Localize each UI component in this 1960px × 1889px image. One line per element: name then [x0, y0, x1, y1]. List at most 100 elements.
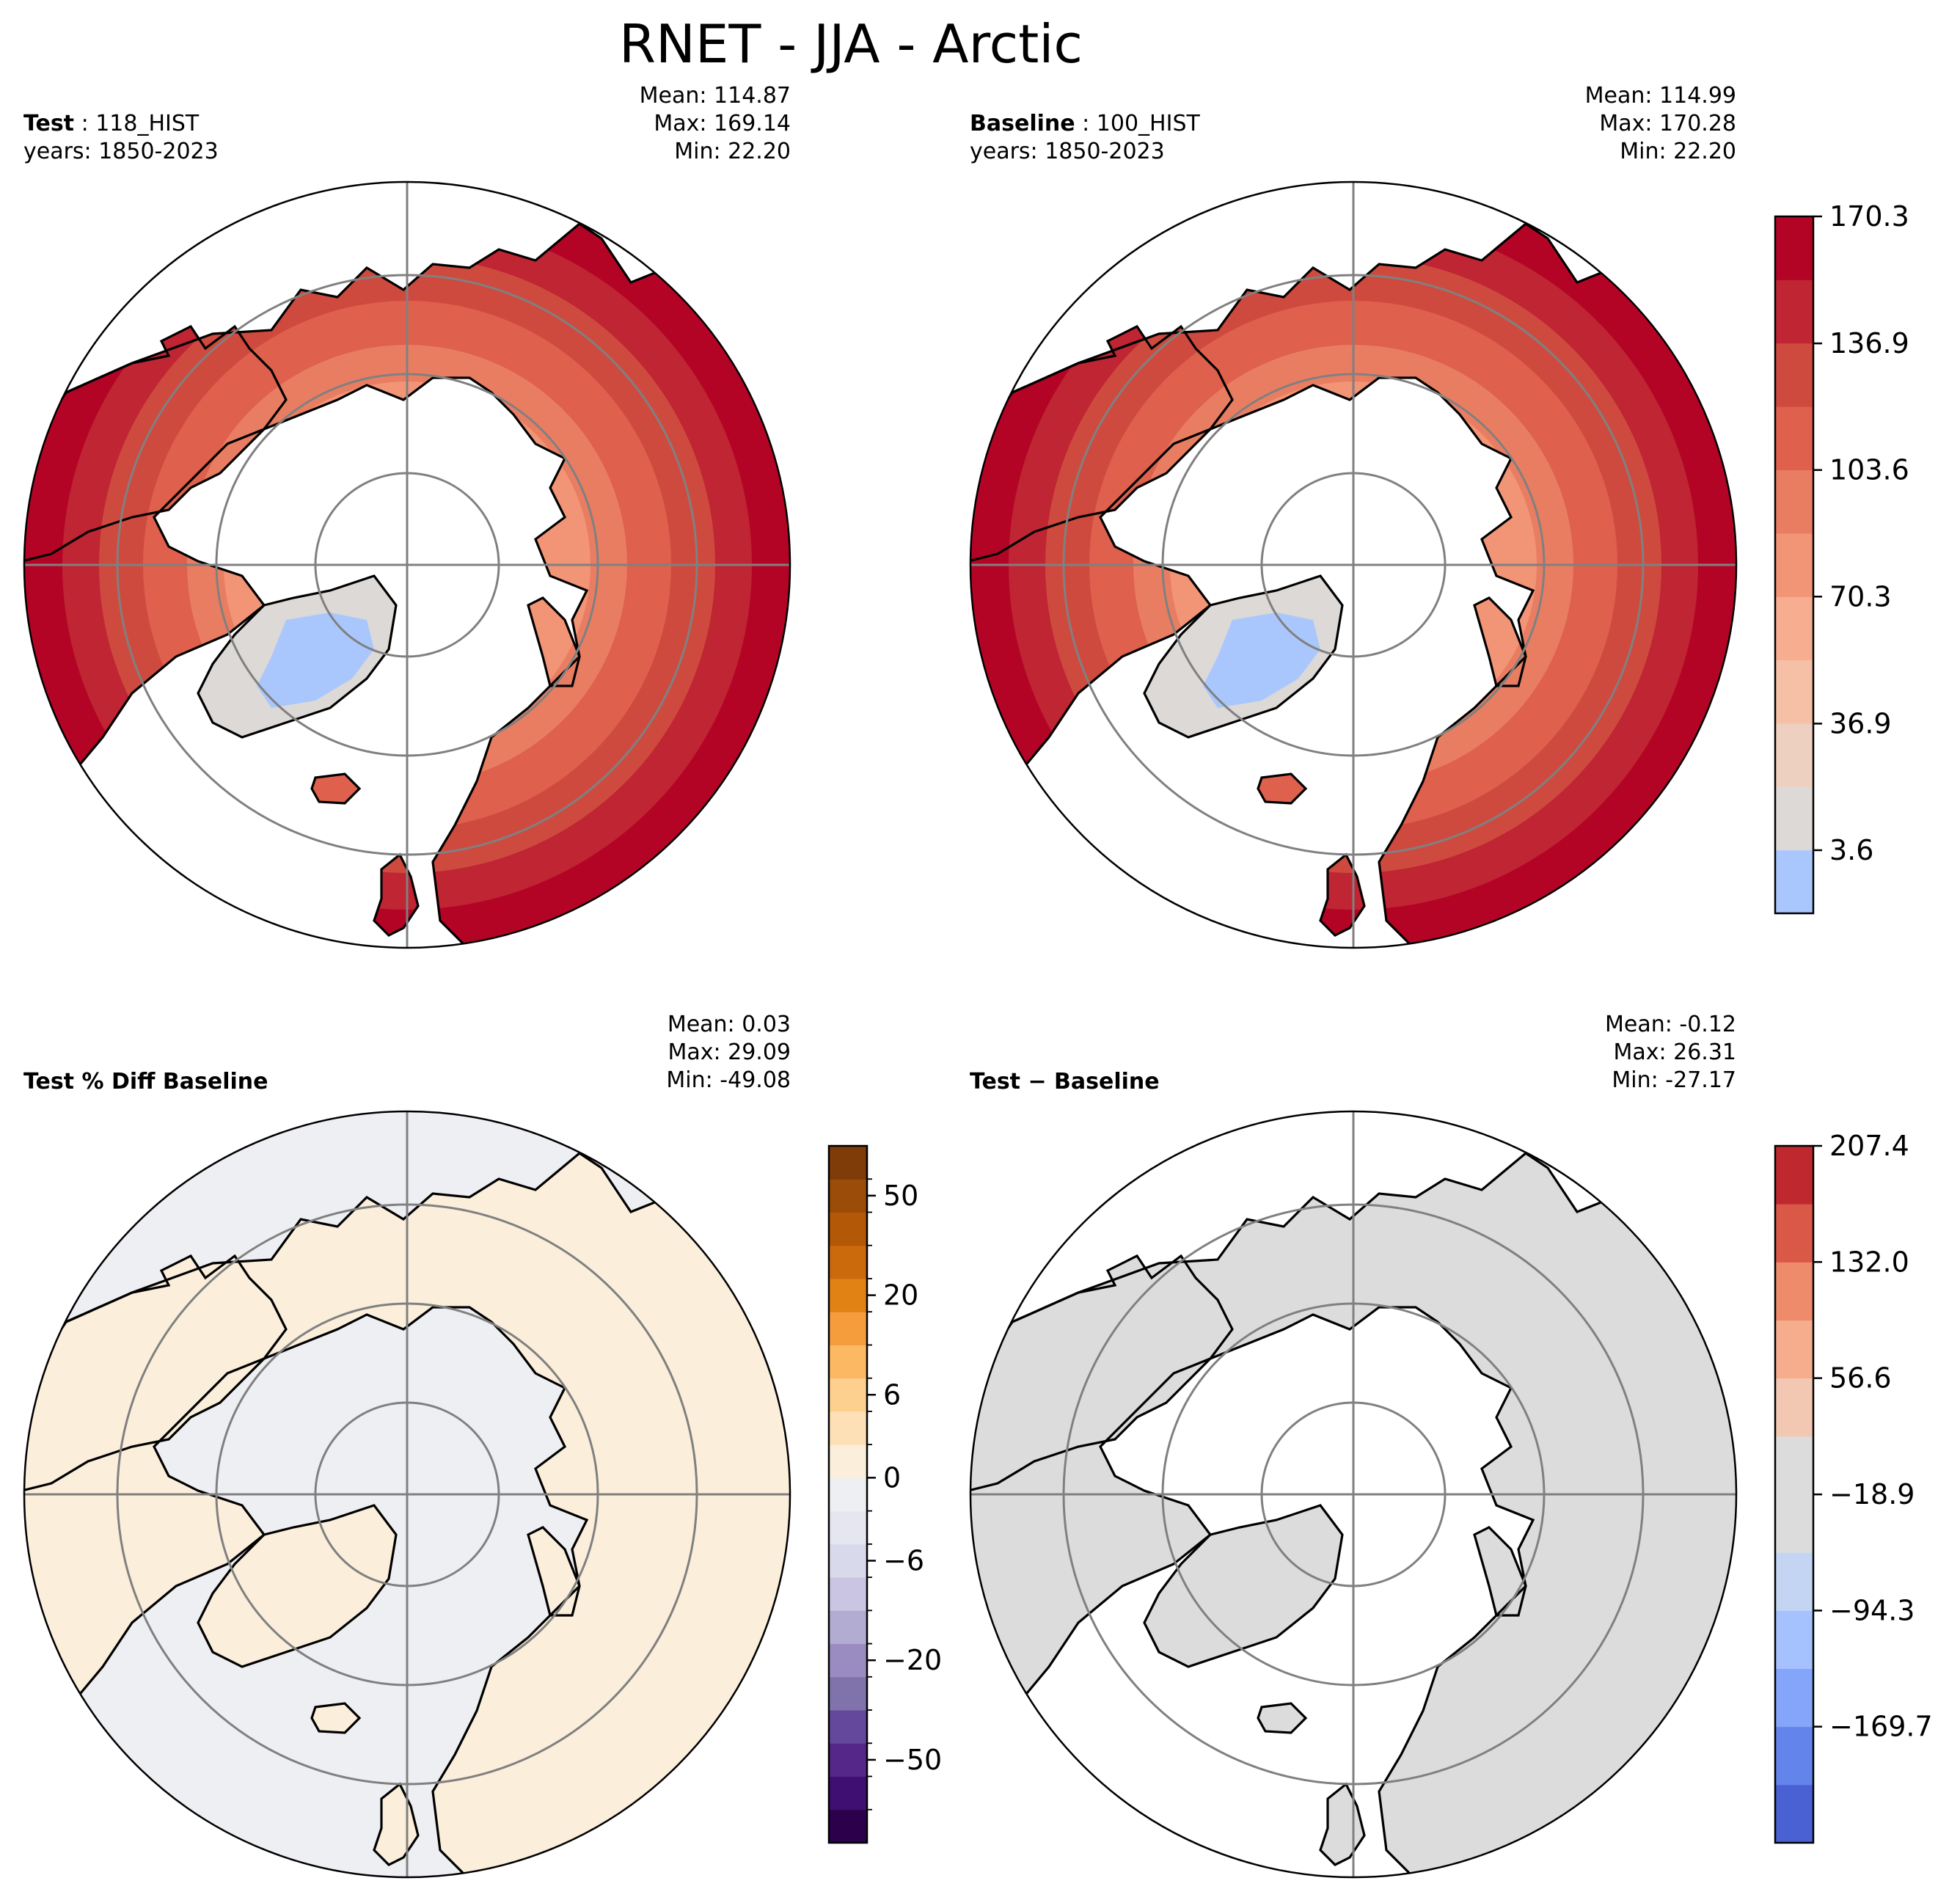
colorbar-segment — [1775, 1320, 1813, 1379]
map-boundary — [969, 1110, 1738, 1879]
test-years: years: 1850-2023 — [23, 139, 219, 164]
colorbar-tick-label: 20 — [883, 1279, 918, 1312]
colorbar-segment — [829, 1776, 867, 1811]
colorbar-segment — [829, 1477, 867, 1512]
pctdiff-stat-min: Min: -49.08 — [666, 1067, 791, 1093]
coastline-america — [24, 324, 288, 783]
colorbar-frame — [1774, 215, 1815, 915]
colorbar-tick-label: 36.9 — [1829, 707, 1892, 739]
colorbar-segment — [829, 1643, 867, 1678]
land-iceland — [1258, 1703, 1306, 1733]
baseline-stats: Mean: 114.99 Max: 170.28 Min: 22.20 — [1585, 82, 1736, 166]
land-iceland — [312, 1703, 359, 1733]
colorbar-segment — [829, 1345, 867, 1379]
coastline-britain — [373, 852, 420, 937]
colorbar-segment — [829, 1543, 867, 1578]
colorbar-tick-label: 170.3 — [1829, 200, 1909, 233]
coastline-iceland — [310, 772, 362, 805]
colorbar-segment — [829, 1676, 867, 1711]
colorbar-tick-label: 0 — [883, 1461, 901, 1494]
coastline-novaya — [1473, 1526, 1527, 1617]
map-boundary — [23, 1110, 791, 1879]
pctdiff-label: Test % Diff Baseline — [23, 1069, 268, 1095]
colorbar-segment — [1775, 596, 1813, 661]
coastline-iceland — [1257, 772, 1308, 805]
colorbar-tick-label: 6 — [883, 1378, 901, 1411]
colorbar-tick-label: 56.6 — [1829, 1362, 1892, 1395]
colorbar-frame — [827, 1144, 869, 1844]
colorbar-tick-label: 50 — [883, 1180, 918, 1212]
colorbar-segment — [1775, 1668, 1813, 1728]
coastline-greenland — [197, 1504, 398, 1668]
colorbar-segment — [829, 1809, 867, 1844]
diff-stat-mean: Mean: -0.12 — [1604, 1012, 1736, 1037]
diff-map — [969, 1110, 1738, 1879]
colorbar-tick-label: −20 — [883, 1644, 942, 1676]
land-greenland — [1144, 1505, 1342, 1667]
pctdiff-stat-max: Max: 29.09 — [668, 1040, 791, 1065]
colorbar-tick-label: 70.3 — [1829, 580, 1892, 613]
test-stat-mean: Mean: 114.87 — [639, 83, 791, 109]
colorbar-segment — [1775, 1726, 1813, 1786]
colorbar-segment — [829, 1179, 867, 1213]
land-america — [24, 1256, 286, 1711]
colorbar-tick-label: −169.7 — [1829, 1711, 1933, 1743]
coastline-eurasia — [970, 222, 1736, 948]
colorbar-segment — [829, 1146, 867, 1180]
baseline-years: years: 1850-2023 — [970, 139, 1165, 164]
map-content — [24, 1111, 790, 1877]
colorbar-segment — [1775, 1552, 1813, 1611]
coastline-novaya — [1473, 596, 1527, 687]
coastline-iceland — [1257, 1702, 1308, 1734]
baseline-label-value: : 100_HIST — [1075, 111, 1200, 136]
colorbar-segment — [829, 1710, 867, 1744]
colorbar-segment — [1775, 1784, 1813, 1844]
colorbar-tick-label: 207.4 — [1829, 1130, 1909, 1162]
coastline-america — [970, 324, 1234, 783]
colorbar-segment — [1775, 533, 1813, 597]
coastline-iceland — [310, 1702, 362, 1734]
baseline-stat-mean: Mean: 114.99 — [1584, 83, 1736, 109]
land-america — [970, 1256, 1232, 1711]
test-label-value: : 118_HIST — [74, 111, 200, 136]
colorbar-segment — [1775, 1204, 1813, 1263]
map-content — [970, 182, 1736, 948]
test-stats: Mean: 114.87 Max: 169.14 Min: 22.20 — [640, 82, 791, 166]
pctdiff-colorbar: −50 −20 −6 0 6 20 50 — [827, 1144, 942, 1844]
colorbar-segment — [1775, 786, 1813, 851]
colorbar-segment — [1775, 406, 1813, 470]
map-boundary — [23, 180, 791, 949]
colorbar-segment — [1775, 343, 1813, 407]
coastline-britain — [373, 1782, 420, 1866]
colorbar-tick-label: 3.6 — [1829, 834, 1873, 866]
coastline-eurasia — [24, 222, 790, 948]
land-novaya — [528, 1527, 579, 1615]
figure-title: RNET - JJA - Arctic — [618, 13, 1083, 75]
diff-stat-min: Min: -27.17 — [1612, 1067, 1736, 1093]
colorbar-segment — [829, 1610, 867, 1645]
colorbar-tick-label: 136.9 — [1829, 327, 1909, 359]
map-content — [970, 1111, 1736, 1877]
colorbar-segment — [829, 1577, 867, 1611]
pctdiff-stat-mean: Mean: 0.03 — [667, 1012, 791, 1037]
colorbar-segment — [1775, 1262, 1813, 1320]
baseline-label-key: Baseline — [970, 111, 1075, 136]
colorbar-segment — [1775, 723, 1813, 787]
pctdiff-map — [23, 1110, 791, 1879]
land-novaya — [1474, 1527, 1526, 1615]
colorbar-segment — [1775, 1494, 1813, 1553]
coastline-novaya — [527, 596, 581, 687]
coastline-novaya — [527, 1526, 581, 1617]
baseline-header: Baseline : 100_HIST years: 1850-2023 — [970, 110, 1200, 166]
coastline-eurasia — [24, 1152, 790, 1877]
map-content — [24, 182, 790, 948]
greenland-ice-top — [1203, 613, 1320, 708]
coastline-greenland — [1143, 574, 1344, 739]
baseline-colorbar: 3.6 36.9 70.3 103.6 136.9 170.3 — [1774, 200, 1909, 915]
colorbar-tick-label: −6 — [883, 1544, 924, 1576]
coastline-america — [970, 1254, 1234, 1713]
coastline-greenland — [1143, 1504, 1344, 1668]
colorbar-segment — [829, 1245, 867, 1279]
colorbar-tick-label: 103.6 — [1829, 454, 1909, 486]
colorbar-segment — [829, 1312, 867, 1345]
